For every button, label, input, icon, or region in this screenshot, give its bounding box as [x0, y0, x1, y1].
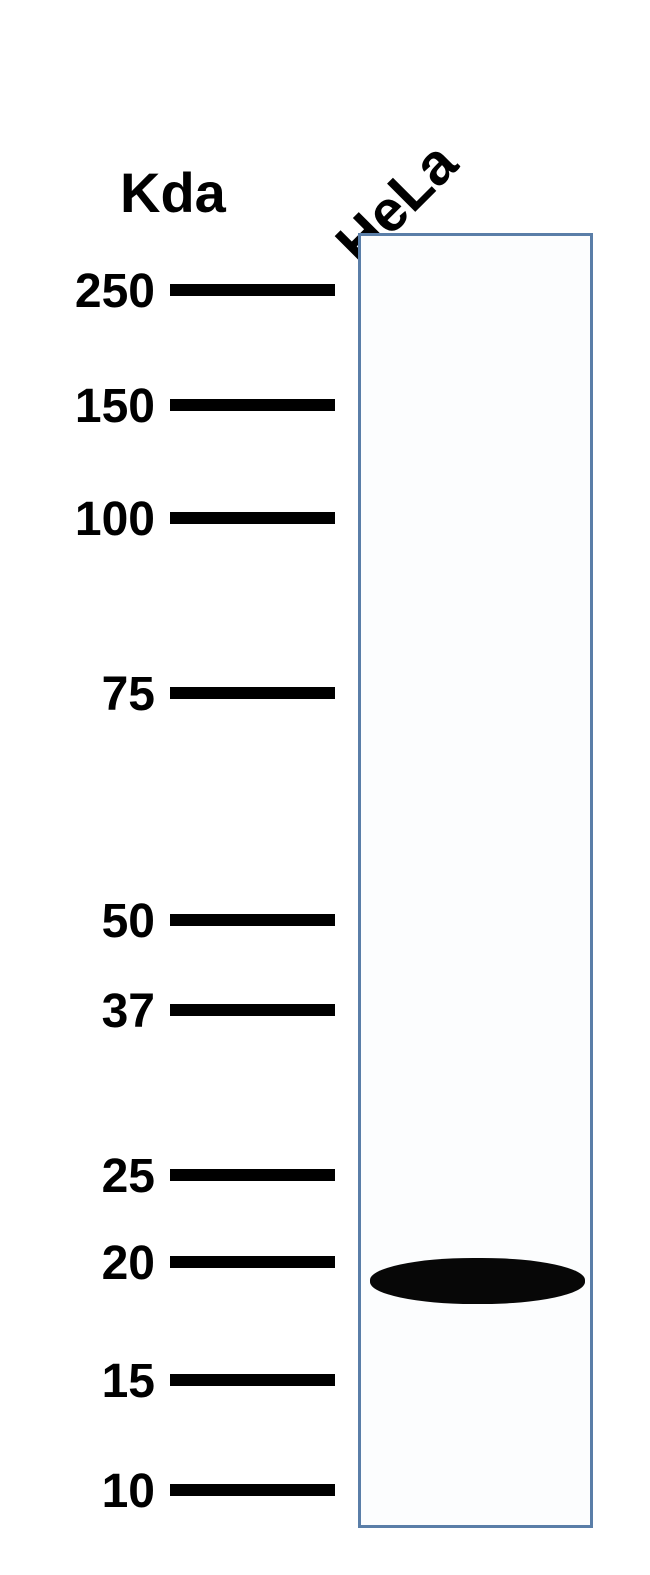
marker-tick — [170, 1256, 335, 1268]
kda-header-label: Kda — [120, 160, 226, 225]
marker-label: 37 — [5, 984, 155, 1039]
marker-label: 50 — [5, 894, 155, 949]
marker-tick — [170, 512, 335, 524]
marker-label: 10 — [5, 1464, 155, 1519]
marker-tick — [170, 399, 335, 411]
marker-tick — [170, 1484, 335, 1496]
marker-tick — [170, 1169, 335, 1181]
marker-label: 15 — [5, 1354, 155, 1409]
marker-label: 100 — [5, 492, 155, 547]
lane-box — [358, 233, 593, 1528]
marker-label: 150 — [5, 379, 155, 434]
marker-label: 25 — [5, 1149, 155, 1204]
marker-tick — [170, 284, 335, 296]
marker-tick — [170, 914, 335, 926]
western-blot-figure: Kda HeLa 25015010075503725201510 — [0, 0, 650, 1575]
marker-tick — [170, 1374, 335, 1386]
marker-label: 20 — [5, 1236, 155, 1291]
marker-tick — [170, 687, 335, 699]
marker-tick — [170, 1004, 335, 1016]
marker-label: 250 — [5, 264, 155, 319]
protein-band — [370, 1258, 585, 1304]
marker-label: 75 — [5, 667, 155, 722]
